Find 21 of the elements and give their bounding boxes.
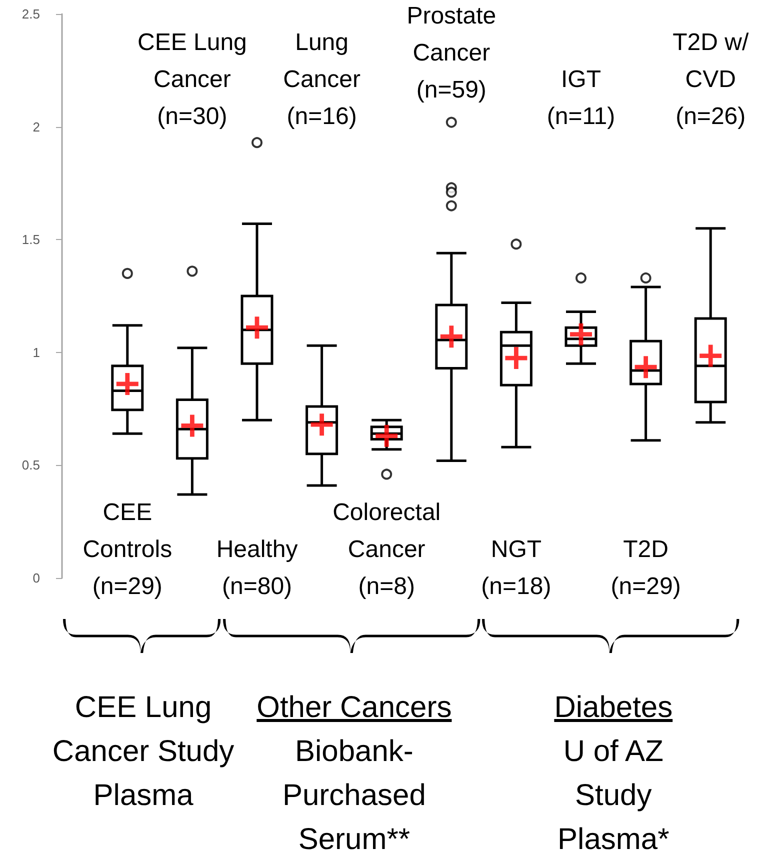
- x-tick-label: Prostate Cancer (n=59): [406, 2, 496, 104]
- y-tick-label: 1: [32, 344, 40, 360]
- text: CEE Lung Cancer Study Plasma: [51, 690, 236, 814]
- x-tick-label: NGT (n=18): [481, 536, 552, 600]
- text: Biobank-Purchased Serum**: [281, 734, 427, 858]
- x-tick-label: IGT (n=11): [546, 66, 616, 130]
- text: Other Cancers: [256, 690, 453, 726]
- x-tick-label: CEE Lung Cancer (n=30): [137, 29, 247, 130]
- x-tick-label: CEE Controls (n=29): [82, 499, 172, 600]
- y-tick-label: 0: [32, 570, 40, 586]
- x-tick-label: T2D w/ CVD (n=26): [672, 29, 749, 130]
- x-tick-label: Lung Cancer (n=16): [283, 29, 360, 130]
- y-tick-label: 2: [32, 119, 40, 134]
- text: U of AZ Study Plasma*: [556, 734, 670, 858]
- x-tick-label: Healthy (n=80): [216, 536, 298, 600]
- x-tick-label: T2D (n=29): [610, 536, 681, 600]
- y-tick-label: 2.5: [22, 6, 40, 22]
- y-tick-label: 1.5: [22, 232, 40, 248]
- y-tick-label: 0.5: [22, 458, 40, 473]
- text: Diabetes: [553, 690, 674, 726]
- x-tick-label: Colorectal Cancer (n=8): [332, 499, 441, 600]
